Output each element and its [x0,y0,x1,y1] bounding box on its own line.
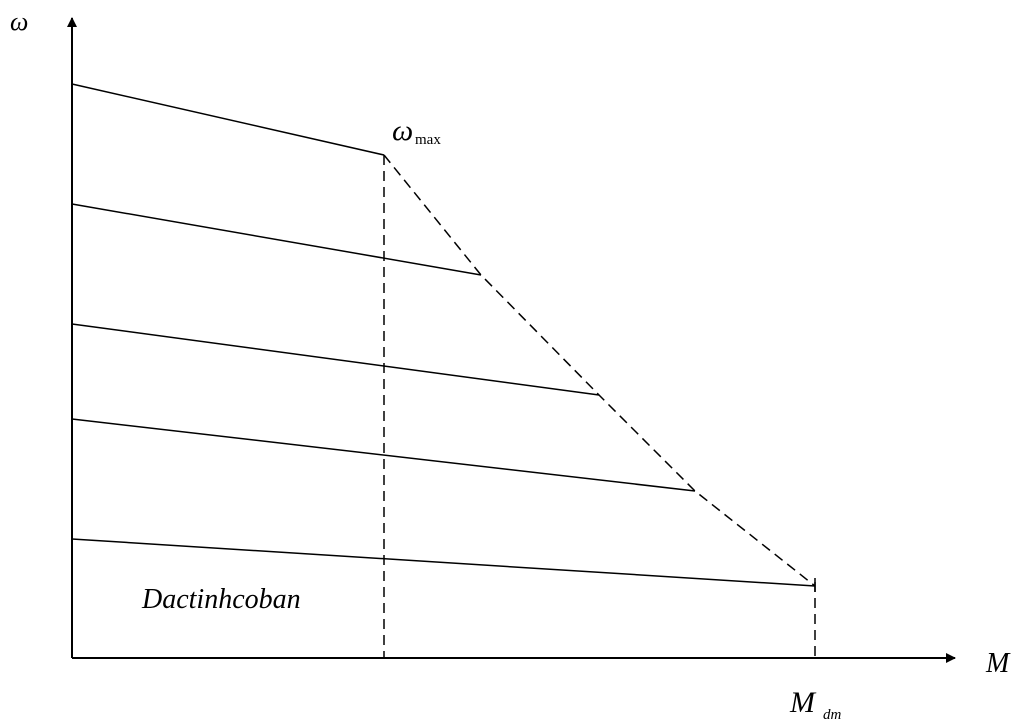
omega-max-subscript: max [415,132,441,148]
omega-max-label: ω [392,114,413,147]
mdm-label: M [789,686,817,719]
mdm-subscript: dm [823,707,842,722]
x-axis-label: M [985,648,1011,679]
characteristic-line-1 [71,83,385,156]
characteristic-line-4 [71,418,696,492]
dashed-boundary-curve [383,154,816,587]
characteristic-line-3 [71,323,600,396]
y-axis-label: ω [10,7,28,36]
characteristic-line-2 [71,203,482,276]
characteristic-line-base [71,538,816,587]
base-characteristic-caption: Dactinhcoban [141,584,301,615]
